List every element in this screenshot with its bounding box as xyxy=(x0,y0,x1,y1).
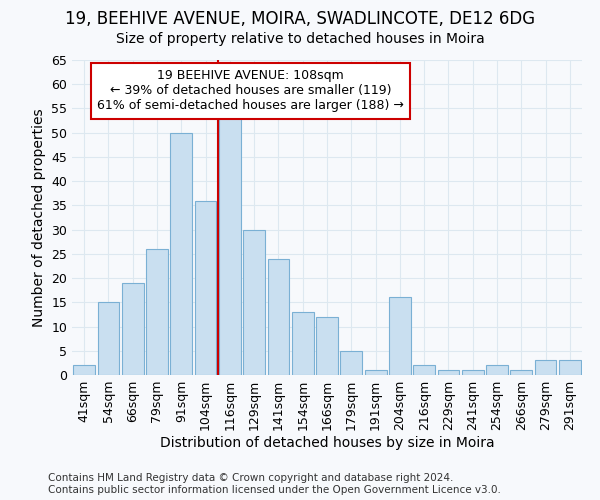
Text: 19 BEEHIVE AVENUE: 108sqm
← 39% of detached houses are smaller (119)
61% of semi: 19 BEEHIVE AVENUE: 108sqm ← 39% of detac… xyxy=(97,70,404,112)
Bar xyxy=(194,200,217,375)
Bar xyxy=(486,366,508,375)
Text: 19, BEEHIVE AVENUE, MOIRA, SWADLINCOTE, DE12 6DG: 19, BEEHIVE AVENUE, MOIRA, SWADLINCOTE, … xyxy=(65,10,535,28)
Bar xyxy=(219,118,241,375)
X-axis label: Distribution of detached houses by size in Moira: Distribution of detached houses by size … xyxy=(160,436,494,450)
Bar xyxy=(146,249,168,375)
Bar xyxy=(511,370,532,375)
Bar xyxy=(340,351,362,375)
Bar xyxy=(389,298,411,375)
Bar xyxy=(559,360,581,375)
Bar xyxy=(73,366,95,375)
Bar xyxy=(365,370,386,375)
Bar xyxy=(437,370,460,375)
Bar xyxy=(292,312,314,375)
Bar xyxy=(170,132,192,375)
Bar xyxy=(413,366,435,375)
Bar xyxy=(243,230,265,375)
Bar xyxy=(462,370,484,375)
Y-axis label: Number of detached properties: Number of detached properties xyxy=(32,108,46,327)
Text: Size of property relative to detached houses in Moira: Size of property relative to detached ho… xyxy=(116,32,484,46)
Bar xyxy=(122,283,143,375)
Text: Contains HM Land Registry data © Crown copyright and database right 2024.
Contai: Contains HM Land Registry data © Crown c… xyxy=(48,474,501,495)
Bar xyxy=(97,302,119,375)
Bar xyxy=(316,317,338,375)
Bar xyxy=(268,258,289,375)
Bar xyxy=(535,360,556,375)
